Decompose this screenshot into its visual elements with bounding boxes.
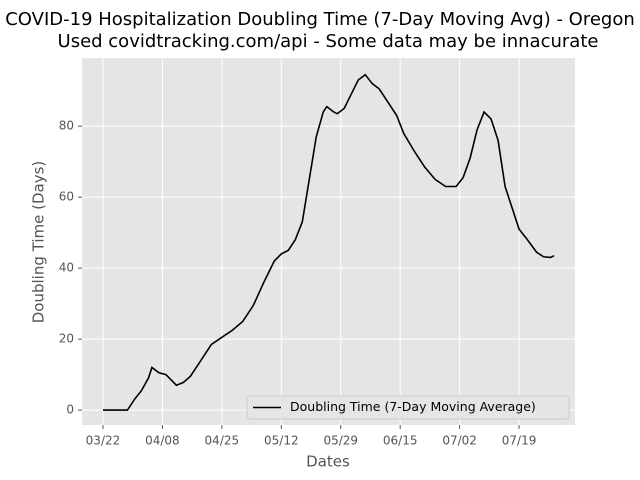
chart-title: COVID-19 Hospitalization Doubling Time (… bbox=[5, 9, 635, 30]
y-tick-label: 80 bbox=[59, 119, 74, 133]
x-tick-label: 05/12 bbox=[264, 434, 299, 448]
plot-area bbox=[82, 58, 575, 425]
x-tick-label: 07/19 bbox=[502, 434, 537, 448]
y-tick-label: 0 bbox=[66, 403, 74, 417]
grid: 0 20 40 60 80 03/22 04/08 04/25 05/12 05/29 06/15 0… bbox=[59, 58, 575, 448]
legend-label: Doubling Time (7-Day Moving Average) bbox=[290, 399, 536, 414]
x-tick-label: 06/15 bbox=[383, 434, 418, 448]
legend-box bbox=[246, 395, 570, 420]
y-tick-label: 40 bbox=[59, 261, 74, 275]
x-tick-label: 05/29 bbox=[323, 434, 358, 448]
x-tick-label: 03/22 bbox=[86, 434, 121, 448]
y-tick-label: 20 bbox=[59, 332, 74, 346]
y-tick-label: 60 bbox=[59, 190, 74, 204]
x-tick-label: 04/08 bbox=[145, 434, 180, 448]
x-tick-label: 04/25 bbox=[205, 434, 240, 448]
x-tick-label: 07/02 bbox=[442, 434, 477, 448]
x-axis-label: Dates bbox=[306, 453, 350, 471]
chart-subtitle: Used covidtracking.com/api - Some data m… bbox=[58, 31, 599, 52]
data-line bbox=[102, 73, 555, 411]
y-axis-label: Doubling Time (Days) bbox=[30, 161, 48, 324]
marks bbox=[102, 73, 555, 411]
legend: Doubling Time (7-Day Moving Average) bbox=[246, 395, 570, 420]
